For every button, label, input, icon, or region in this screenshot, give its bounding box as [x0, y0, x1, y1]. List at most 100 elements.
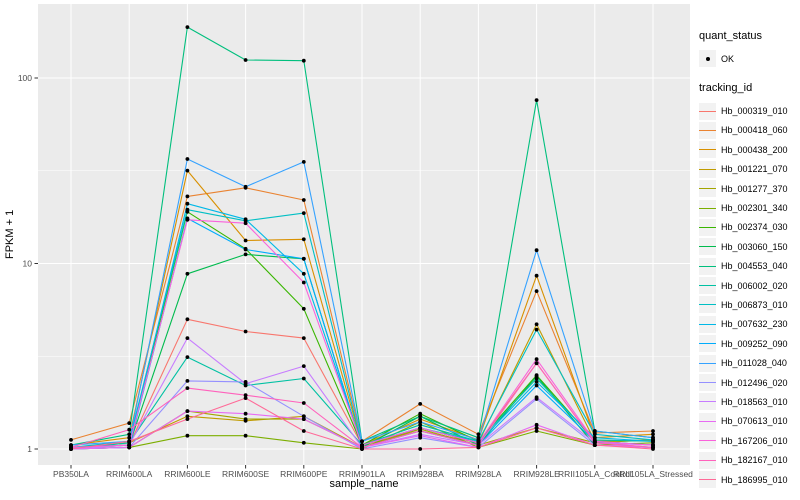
- legend-key: [699, 315, 716, 333]
- data-point: [243, 58, 248, 62]
- legend-tracking-rows: Hb_000319_010 Hb_000418_060 Hb_000438_200 H…: [699, 101, 799, 489]
- y-axis-title: FPKM + 1: [4, 209, 16, 260]
- x-axis-title: sample_name: [329, 478, 399, 490]
- line-swatch-icon: [699, 459, 716, 461]
- data-point: [534, 361, 539, 366]
- legend-key: [699, 238, 716, 256]
- data-point: [651, 432, 655, 437]
- x-tick-label: RRII105LA_Stressed: [613, 469, 693, 479]
- legend-item-label: Hb_001277_370: [721, 183, 788, 194]
- line-swatch-icon: [699, 401, 716, 403]
- data-point: [534, 376, 539, 381]
- line-swatch-icon: [699, 420, 716, 422]
- legend-item-label: Hb_000438_200: [721, 144, 788, 155]
- data-point: [301, 429, 306, 433]
- data-point: [185, 414, 190, 419]
- data-point: [243, 221, 248, 226]
- line-swatch-icon: [699, 285, 716, 287]
- legend-key: [699, 121, 716, 139]
- legend-item: Hb_018563_010: [699, 392, 799, 411]
- legend-item: Hb_003060_150: [699, 237, 799, 256]
- legend-item-label: Hb_004553_040: [721, 261, 788, 272]
- legend-item-label: Hb_009252_090: [721, 338, 788, 349]
- data-point: [243, 417, 248, 421]
- data-point: [476, 438, 481, 442]
- data-point: [301, 160, 306, 164]
- data-point: [592, 443, 597, 447]
- data-point: [301, 414, 306, 419]
- legend-item: Hb_002374_030: [699, 218, 799, 237]
- data-point: [534, 289, 539, 293]
- legend-item-label: Hb_070613_010: [721, 416, 788, 427]
- data-point: [185, 157, 190, 161]
- data-point: [301, 440, 306, 445]
- x-tick-label: RRIM600SE: [222, 469, 270, 479]
- data-point: [418, 447, 423, 451]
- data-point: [592, 432, 597, 437]
- data-point: [127, 439, 132, 444]
- legend-item-label: OK: [721, 53, 735, 64]
- data-point: [592, 429, 597, 433]
- legend-key: [699, 218, 716, 236]
- data-point: [418, 402, 423, 406]
- line-swatch-icon: [699, 479, 716, 480]
- data-point: [418, 411, 423, 416]
- data-point: [243, 381, 248, 386]
- data-point: [185, 409, 190, 413]
- legend-item-label: Hb_001221_070: [721, 164, 788, 175]
- data-point: [301, 198, 306, 202]
- legend-tracking-id: tracking_id Hb_000319_010 Hb_000418_060 Hb…: [699, 82, 799, 489]
- x-tick-label: RRIM600LE: [164, 469, 211, 479]
- data-point: [243, 433, 248, 438]
- line-swatch-icon: [699, 265, 716, 267]
- data-point: [418, 433, 423, 438]
- line-swatch-icon: [699, 323, 716, 325]
- data-point: [127, 443, 132, 447]
- data-point: [301, 280, 306, 285]
- legend-item: Hb_182167_010: [699, 450, 799, 469]
- legend-item-label: Hb_182167_010: [721, 455, 788, 466]
- data-point: [185, 386, 190, 390]
- data-point: [534, 422, 539, 427]
- data-point: [592, 435, 597, 440]
- legend-item-label: Hb_007632_230: [721, 319, 788, 330]
- legend-item-label: Hb_167206_010: [721, 435, 788, 446]
- legend-item: Hb_006873_010: [699, 295, 799, 314]
- data-point: [651, 435, 655, 440]
- data-point: [185, 207, 190, 212]
- line-swatch-icon: [699, 149, 716, 151]
- legend-key: [699, 374, 716, 392]
- data-point: [301, 306, 306, 311]
- legend-key: [699, 471, 716, 488]
- y-tick-label: 100: [18, 73, 32, 83]
- legend-key: [699, 393, 716, 411]
- data-point: [69, 438, 73, 442]
- data-point: [243, 184, 248, 189]
- data-point: [301, 271, 306, 276]
- legend-item-label: Hb_186995_010: [721, 474, 788, 485]
- legend-item: Hb_000418_060: [699, 121, 799, 140]
- x-tick-label: PB350LA: [53, 469, 89, 479]
- data-point: [418, 417, 423, 421]
- x-tick-label: RRII105LA_Control: [558, 469, 632, 479]
- data-point: [534, 248, 539, 253]
- data-point: [185, 194, 190, 199]
- data-point: [651, 429, 655, 433]
- data-point: [534, 383, 539, 388]
- x-tick-label: RRIM928BA: [397, 469, 445, 479]
- legend-item: Hb_001277_370: [699, 179, 799, 198]
- data-point: [243, 217, 248, 222]
- legend-tracking-id-title: tracking_id: [699, 82, 753, 95]
- data-point: [418, 420, 423, 424]
- data-point: [476, 432, 481, 437]
- data-point: [418, 422, 423, 427]
- data-point: [301, 211, 306, 216]
- line-swatch-icon: [699, 168, 716, 170]
- legend-key: [699, 141, 716, 159]
- data-point: [534, 395, 539, 400]
- legend-item-label: Hb_002374_030: [721, 222, 788, 233]
- data-point: [243, 396, 248, 400]
- line-swatch-icon: [699, 382, 716, 384]
- data-point: [243, 238, 248, 243]
